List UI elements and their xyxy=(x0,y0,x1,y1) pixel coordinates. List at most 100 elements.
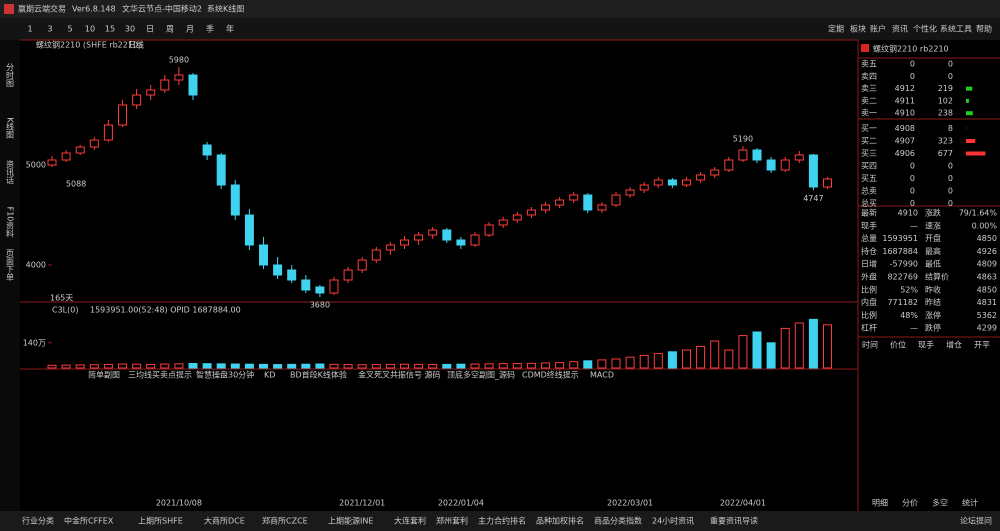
candle-body xyxy=(682,179,691,186)
indicator-tab[interactable]: 顶底多空副图_源码 xyxy=(447,370,515,380)
quote-tab[interactable]: 明细 xyxy=(872,498,888,508)
book-depth-bar xyxy=(966,98,969,103)
menu-item[interactable]: 个性化 xyxy=(913,24,937,34)
quote-tab[interactable]: 统计 xyxy=(962,498,978,508)
book-label: 买一 xyxy=(861,124,877,133)
stat-value: 771182 xyxy=(887,298,918,307)
menu-item[interactable]: 资讯 xyxy=(892,24,908,34)
menu-item[interactable]: 账户 xyxy=(870,24,886,34)
volume-bar xyxy=(301,363,311,369)
volume-bar xyxy=(639,354,649,369)
toolbar-button[interactable]: 日 xyxy=(146,25,154,34)
bottom-tab[interactable]: 上期所SHFE xyxy=(138,516,183,526)
indicator-tab[interactable]: 三均线买卖点提示 xyxy=(128,370,192,380)
help-link[interactable]: 论坛提问 xyxy=(960,516,992,526)
candle-body xyxy=(766,159,776,171)
bottom-tab[interactable]: 商品分类指数 xyxy=(594,516,642,526)
stat-label: 杠杆 xyxy=(861,323,877,333)
book-label: 卖三 xyxy=(861,84,877,93)
quote-marker xyxy=(861,44,869,52)
column-header: 现手 xyxy=(918,340,934,350)
volume-bar xyxy=(456,363,466,369)
indicator-tab[interactable]: CDMD终线提示 xyxy=(522,370,579,380)
toolbar-button[interactable]: 年 xyxy=(226,24,234,34)
book-volume: 0 xyxy=(948,199,953,208)
indicator-tab[interactable]: 简单副图 xyxy=(88,370,120,380)
side-tab[interactable]: 页面下单 xyxy=(6,249,15,282)
version: Ver6.8.148 xyxy=(72,5,116,14)
quote-tab[interactable]: 多空 xyxy=(932,498,948,508)
bottom-tab[interactable]: 行业分类 xyxy=(22,516,54,526)
toolbar-button[interactable]: 月 xyxy=(186,25,194,34)
stat-value: 4809 xyxy=(977,260,997,269)
menu-item[interactable]: 帮助 xyxy=(976,24,992,34)
volume-bar xyxy=(244,363,254,369)
volume-bar xyxy=(400,363,409,369)
quote-tab[interactable]: 分价 xyxy=(902,499,918,508)
candle-body xyxy=(625,189,635,196)
price-annotation: 3680 xyxy=(310,301,330,310)
candle-body xyxy=(512,214,522,221)
toolbar-button[interactable]: 30 xyxy=(125,25,135,34)
book-price: 4907 xyxy=(895,137,915,146)
menu-item[interactable]: 板块 xyxy=(850,24,866,34)
bottom-tab[interactable]: 大连套利 xyxy=(394,516,426,526)
bottom-tab[interactable]: 品种加权排名 xyxy=(536,516,584,526)
side-strip xyxy=(0,40,20,511)
volume-bar xyxy=(357,364,367,369)
bottom-tab[interactable]: 上期能源INE xyxy=(328,516,373,526)
price-annotation: 5088 xyxy=(66,180,86,189)
indicator-tab[interactable]: KD xyxy=(264,371,275,380)
side-tab[interactable]: K线图 xyxy=(6,117,15,139)
toolbar-button[interactable]: 3 xyxy=(47,25,52,34)
toolbar-button[interactable]: 1 xyxy=(27,25,32,34)
candle-body xyxy=(273,264,283,276)
stat-value: -57990 xyxy=(890,260,918,269)
book-price: 4908 xyxy=(895,124,915,133)
book-label: 买二 xyxy=(861,137,877,146)
book-label: 买四 xyxy=(861,162,877,171)
stat-value: 4850 xyxy=(977,234,997,243)
indicator-tab[interactable]: MACD xyxy=(590,371,614,380)
volume-bar xyxy=(512,363,522,369)
indicator-tab[interactable]: 金叉死叉共振信号 源码 xyxy=(358,370,441,380)
indicator-tab[interactable]: BD首段K线体验 xyxy=(290,370,347,380)
volume-bar xyxy=(583,360,593,369)
menu-item[interactable]: 系统工具 xyxy=(940,24,972,34)
node: 文华云节点-中国移动2 xyxy=(122,4,202,14)
candle-body xyxy=(526,209,536,216)
toolbar-button[interactable]: 周 xyxy=(166,25,174,34)
quote-title: 螺纹钢2210 rb2210 xyxy=(873,44,949,54)
side-tab[interactable]: F10资料 xyxy=(6,207,15,239)
indicator-values: 1593951.00(52:48) OPID 1687884.00 xyxy=(90,306,241,315)
bottom-tab[interactable]: 主力合约排名 xyxy=(478,516,526,526)
side-tab[interactable]: 资讯话 xyxy=(6,159,15,185)
book-price: 4911 xyxy=(895,96,915,105)
candle-body xyxy=(174,74,184,81)
side-tab[interactable]: 分时图 xyxy=(6,63,15,88)
candle-body xyxy=(343,269,353,281)
bottom-tab[interactable]: 大商所DCE xyxy=(204,516,245,526)
volume-bar xyxy=(75,364,85,369)
toolbar-button[interactable]: 10 xyxy=(85,25,95,34)
book-volume: 0 xyxy=(948,162,953,171)
toolbar-button[interactable]: 季 xyxy=(206,24,214,34)
book-volume: 677 xyxy=(938,149,953,158)
bottom-tab[interactable]: 郑州套利 xyxy=(436,516,468,526)
indicator-tab[interactable]: 智慧操盘30分钟 xyxy=(196,370,254,380)
candle-body xyxy=(541,204,550,211)
bottom-tab[interactable]: 中金所CFFEX xyxy=(64,516,114,526)
book-price: 0 xyxy=(910,162,915,171)
indicator-name: C3L(0) xyxy=(52,306,78,315)
toolbar-button[interactable]: 5 xyxy=(67,25,72,34)
toolbar-button[interactable]: 15 xyxy=(105,25,115,34)
stat-value: 48% xyxy=(900,311,918,320)
volume-bar xyxy=(569,361,579,369)
bottom-tab[interactable]: 重要资讯导读 xyxy=(710,516,758,526)
bottom-tab[interactable]: 郑商所CZCE xyxy=(262,516,308,526)
volume-bar xyxy=(174,363,184,369)
book-label: 卖二 xyxy=(861,96,877,105)
menu-item[interactable]: 定期 xyxy=(828,24,844,34)
bottom-tab[interactable]: 24小时资讯 xyxy=(652,516,694,526)
book-label: 卖五 xyxy=(861,60,877,69)
